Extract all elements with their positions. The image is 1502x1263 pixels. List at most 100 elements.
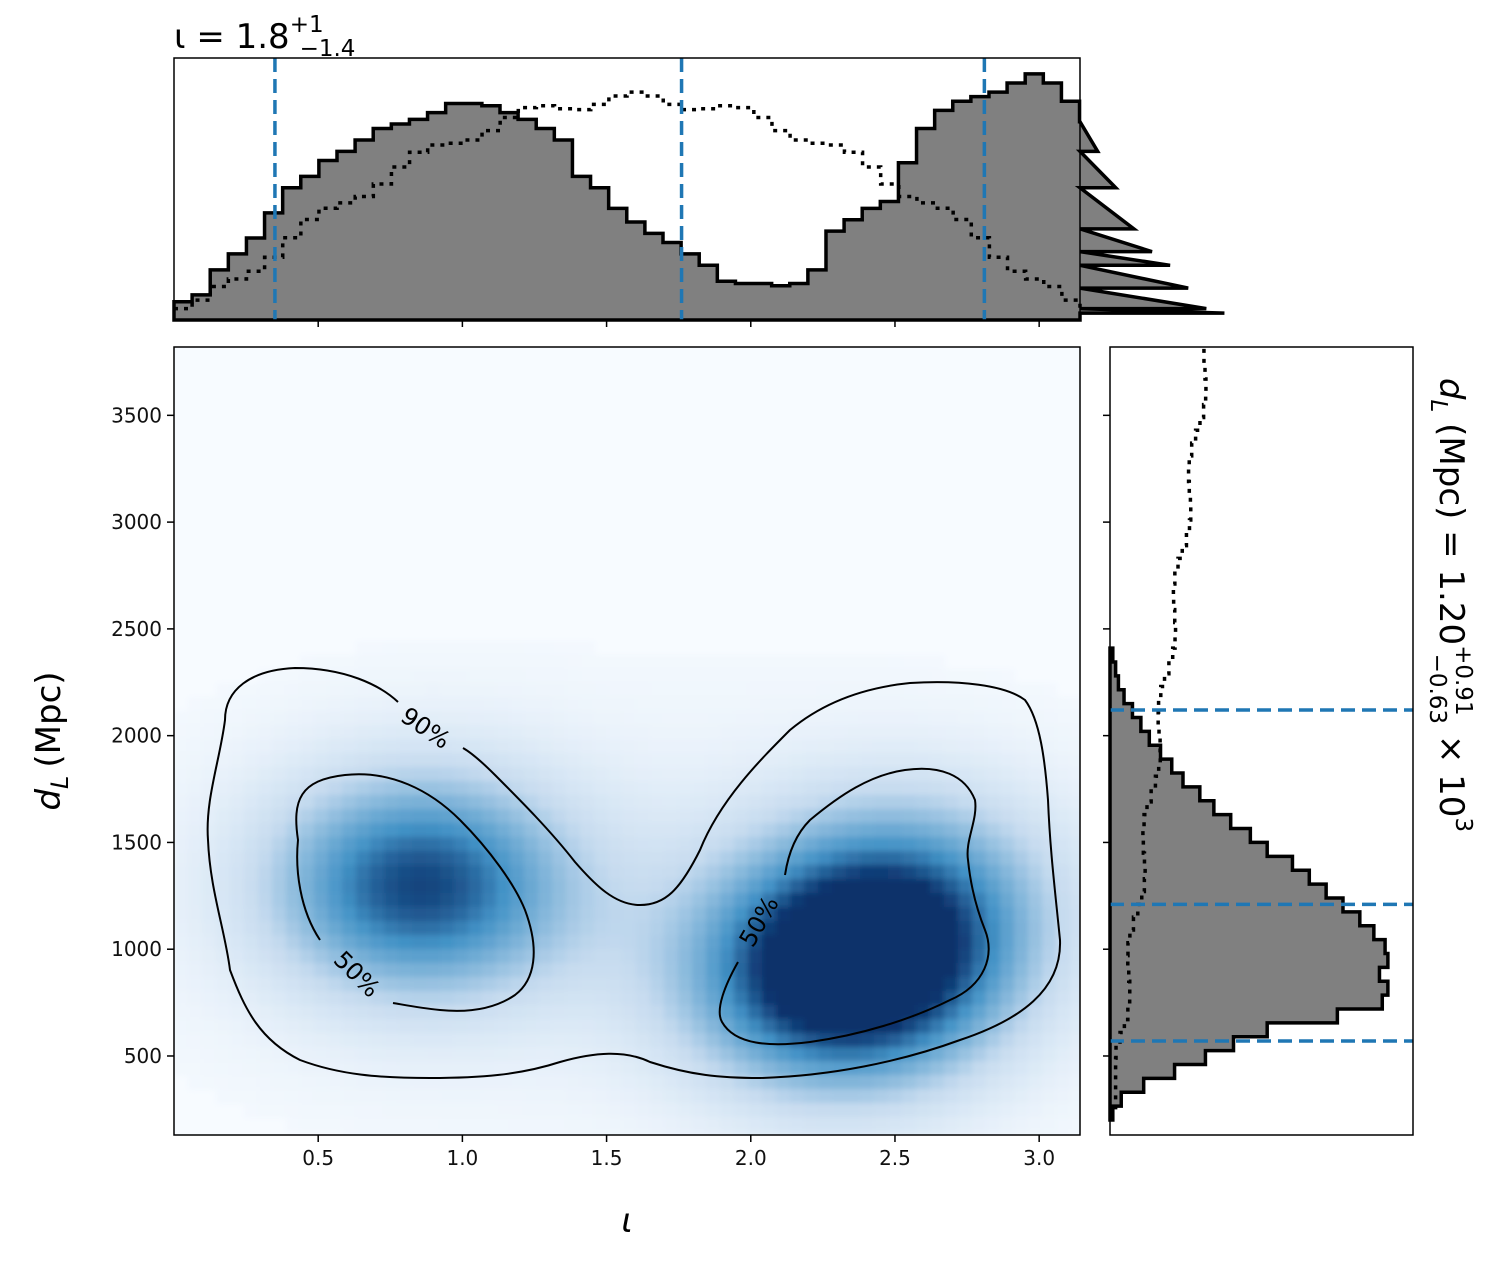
heatmap-cell xyxy=(1014,1019,1029,1034)
heatmap-cell xyxy=(734,753,749,768)
heatmap-cell xyxy=(790,893,805,908)
right-panel-frame xyxy=(1109,346,1414,1136)
heatmap-cell xyxy=(188,1005,203,1020)
heatmap-cell xyxy=(776,711,791,726)
heatmap-cell xyxy=(720,655,735,670)
heatmap-cell xyxy=(678,1103,693,1118)
heatmap-cell xyxy=(986,739,1001,754)
heatmap-cell xyxy=(636,991,651,1006)
heatmap-cell xyxy=(1070,697,1080,712)
heatmap-cell xyxy=(384,753,399,768)
heatmap-cell xyxy=(468,893,483,908)
heatmap-cell xyxy=(594,823,609,838)
heatmap-cell xyxy=(328,1075,343,1090)
heatmap-cell xyxy=(622,879,637,894)
heatmap-cell xyxy=(762,1117,777,1132)
heatmap-cell xyxy=(370,977,385,992)
heatmap-cell xyxy=(804,725,819,740)
heatmap-cell xyxy=(398,963,413,978)
heatmap-cell xyxy=(454,1103,469,1118)
heatmap-cell xyxy=(356,879,371,894)
heatmap-cell xyxy=(972,1131,987,1135)
heatmap-cell xyxy=(230,767,245,782)
heatmap-cell xyxy=(188,963,203,978)
heatmap-cell xyxy=(230,1019,245,1034)
heatmap-cell xyxy=(1014,1117,1029,1132)
heatmap-cell xyxy=(706,711,721,726)
heatmap-cell xyxy=(762,809,777,824)
heatmap-cell xyxy=(370,921,385,936)
heatmap-cell xyxy=(762,753,777,768)
heatmap-cell xyxy=(482,1075,497,1090)
heatmap-cell xyxy=(874,1033,889,1048)
heatmap-cell xyxy=(258,809,273,824)
x-tick-label: 0.5 xyxy=(302,1146,334,1170)
heatmap-cell xyxy=(986,851,1001,866)
heatmap-cell xyxy=(594,739,609,754)
heatmap-cell xyxy=(874,753,889,768)
heatmap-cell xyxy=(440,655,455,670)
heatmap-cell xyxy=(496,879,511,894)
heatmap-cell xyxy=(790,809,805,824)
heatmap-cell xyxy=(902,711,917,726)
heatmap-cell xyxy=(496,851,511,866)
heatmap-cell xyxy=(832,963,847,978)
heatmap-cell xyxy=(650,879,665,894)
heatmap-cell xyxy=(426,1117,441,1132)
x-tick-label: 1.5 xyxy=(591,1146,623,1170)
heatmap-cell xyxy=(874,725,889,740)
heatmap-cell xyxy=(216,711,231,726)
heatmap-cell xyxy=(706,669,721,684)
heatmap-cell xyxy=(1070,907,1080,922)
heatmap-cell xyxy=(1000,963,1015,978)
heatmap-cell xyxy=(454,879,469,894)
heatmap-cell xyxy=(790,753,805,768)
heatmap-cell xyxy=(692,823,707,838)
heatmap-cell xyxy=(510,683,525,698)
heatmap-cell xyxy=(874,949,889,964)
heatmap-cell xyxy=(776,753,791,768)
heatmap-cell xyxy=(692,655,707,670)
heatmap-cell xyxy=(426,893,441,908)
x-tick-label: 1.0 xyxy=(446,1146,478,1170)
heatmap-cell xyxy=(594,893,609,908)
heatmap-cell xyxy=(580,795,595,810)
heatmap-cell xyxy=(944,865,959,880)
heatmap-cell xyxy=(692,1005,707,1020)
heatmap-cell xyxy=(678,879,693,894)
heatmap-cell xyxy=(790,1103,805,1118)
heatmap-cell xyxy=(384,949,399,964)
heatmap-cell xyxy=(566,893,581,908)
heatmap-cell xyxy=(440,767,455,782)
heatmap-cell xyxy=(398,1005,413,1020)
heatmap-cell xyxy=(1028,767,1043,782)
heatmap-cell xyxy=(370,1117,385,1132)
heatmap-cell xyxy=(678,1061,693,1076)
heatmap-cell xyxy=(622,907,637,922)
heatmap-cell xyxy=(636,1103,651,1118)
y-tick-label: 2000 xyxy=(111,724,162,748)
heatmap-cell xyxy=(874,655,889,670)
heatmap-cell xyxy=(398,795,413,810)
heatmap-cell xyxy=(356,949,371,964)
heatmap-cell xyxy=(188,697,203,712)
heatmap-cell xyxy=(636,879,651,894)
heatmap-cell xyxy=(342,879,357,894)
heatmap-cell xyxy=(664,669,679,684)
heatmap-cell xyxy=(818,823,833,838)
heatmap-cell xyxy=(1042,1089,1057,1104)
heatmap-cell xyxy=(678,669,693,684)
heatmap-cell xyxy=(664,739,679,754)
heatmap-cell xyxy=(650,1117,665,1132)
heatmap-cell xyxy=(608,963,623,978)
heatmap-cell xyxy=(384,669,399,684)
heatmap-cell xyxy=(216,1089,231,1104)
heatmap-cell xyxy=(1070,935,1080,950)
heatmap-cell xyxy=(188,739,203,754)
heatmap-cell xyxy=(608,781,623,796)
heatmap-cell xyxy=(482,963,497,978)
heatmap-cell xyxy=(314,907,329,922)
heatmap-cell xyxy=(874,907,889,922)
heatmap-cell xyxy=(412,669,427,684)
heatmap-cell xyxy=(776,991,791,1006)
